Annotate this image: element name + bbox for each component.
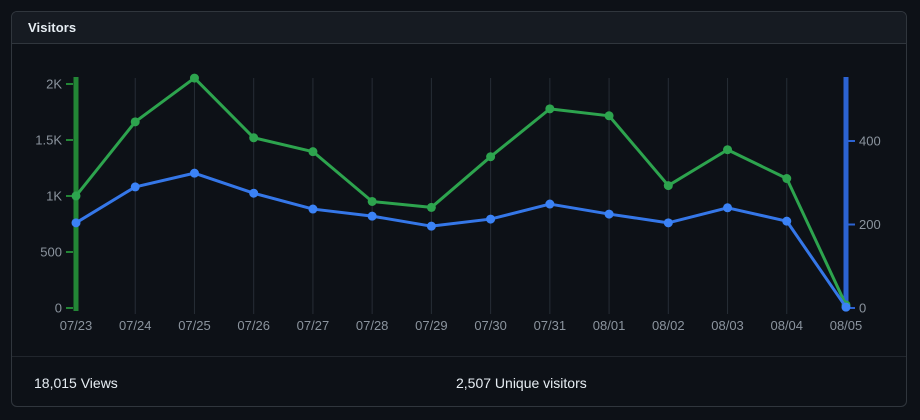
x-axis-date-label: 07/29 [415, 318, 448, 333]
views-data-point[interactable] [249, 133, 259, 143]
views-line [74, 76, 848, 307]
unique-visitors-data-point[interactable] [426, 221, 436, 231]
views-total-stat: 18,015 Views [34, 374, 118, 391]
x-axis-date-label: 07/24 [119, 318, 152, 333]
left-axis-tick-label: 2K [46, 77, 62, 92]
unique-visitors-data-point[interactable] [249, 188, 259, 198]
views-data-point[interactable] [367, 196, 377, 206]
unique-visitors-total-stat: 2,507 Unique visitors [456, 374, 587, 391]
x-axis-date-label: 08/04 [770, 318, 803, 333]
card-title: Visitors [28, 20, 77, 35]
x-axis-date-label: 07/31 [534, 318, 567, 333]
views-data-point[interactable] [71, 191, 81, 201]
x-axis-date-label: 07/30 [474, 318, 507, 333]
unique-visitors-line [74, 171, 848, 309]
x-axis-date-label: 08/01 [593, 318, 626, 333]
views-data-point[interactable] [486, 152, 496, 162]
x-axis-date-label: 07/25 [178, 318, 211, 333]
views-data-point[interactable] [604, 111, 614, 121]
right-axis-tick-label: 0 [859, 301, 866, 316]
x-axis-date-label: 07/23 [60, 318, 93, 333]
x-axis-date-label: 07/28 [356, 318, 389, 333]
right-axis-tick-label: 400 [859, 134, 881, 149]
unique-visitors-data-point[interactable] [308, 204, 318, 214]
x-axis-date-label: 07/26 [237, 318, 270, 333]
unique-visitors-data-point[interactable] [545, 199, 555, 209]
x-axis-date-label: 08/02 [652, 318, 685, 333]
card-footer: 18,015 Views 2,507 Unique visitors [12, 356, 906, 406]
unique-visitors-data-point[interactable] [71, 218, 81, 228]
left-axis-tick-label: 500 [40, 245, 62, 260]
left-axis-tick-label: 1.5K [35, 133, 62, 148]
x-axis-date-label: 08/05 [830, 318, 863, 333]
unique-visitors-data-point[interactable] [189, 168, 199, 178]
card-header: Visitors [12, 12, 906, 44]
views-data-point[interactable] [426, 202, 436, 212]
views-data-point[interactable] [189, 73, 199, 83]
unique-visitors-data-point[interactable] [367, 211, 377, 221]
unique-visitors-data-point[interactable] [663, 218, 673, 228]
x-axis-date-label: 08/03 [711, 318, 744, 333]
unique-visitors-data-point[interactable] [841, 302, 851, 312]
views-data-point[interactable] [545, 104, 555, 114]
visitors-card: Visitors 0 500 1K 1.5K 2K 0 200 400 07/23 07/24 07… [11, 11, 907, 407]
unique-visitors-data-point[interactable] [723, 203, 733, 213]
left-axis-tick-label: 1K [46, 189, 62, 204]
unique-visitors-data-point[interactable] [604, 209, 614, 219]
unique-visitors-data-point[interactable] [486, 214, 496, 224]
traffic-chart: 0 500 1K 1.5K 2K 0 200 400 07/23 07/24 07/25 07/26 0… [12, 44, 906, 356]
unique-visitors-data-point[interactable] [130, 182, 140, 192]
views-data-point[interactable] [723, 145, 733, 155]
views-data-point[interactable] [130, 117, 140, 127]
x-axis-date-label: 07/27 [297, 318, 330, 333]
views-data-point[interactable] [308, 147, 318, 157]
right-axis-tick-label: 200 [859, 217, 881, 232]
unique-visitors-data-point[interactable] [782, 216, 792, 226]
views-data-point[interactable] [782, 174, 792, 184]
visitors-chart-svg: 0 500 1K 1.5K 2K 0 200 400 07/23 07/24 07/25 07/26 0… [35, 73, 881, 333]
views-data-point[interactable] [663, 181, 673, 191]
left-axis-tick-label: 0 [55, 301, 62, 316]
